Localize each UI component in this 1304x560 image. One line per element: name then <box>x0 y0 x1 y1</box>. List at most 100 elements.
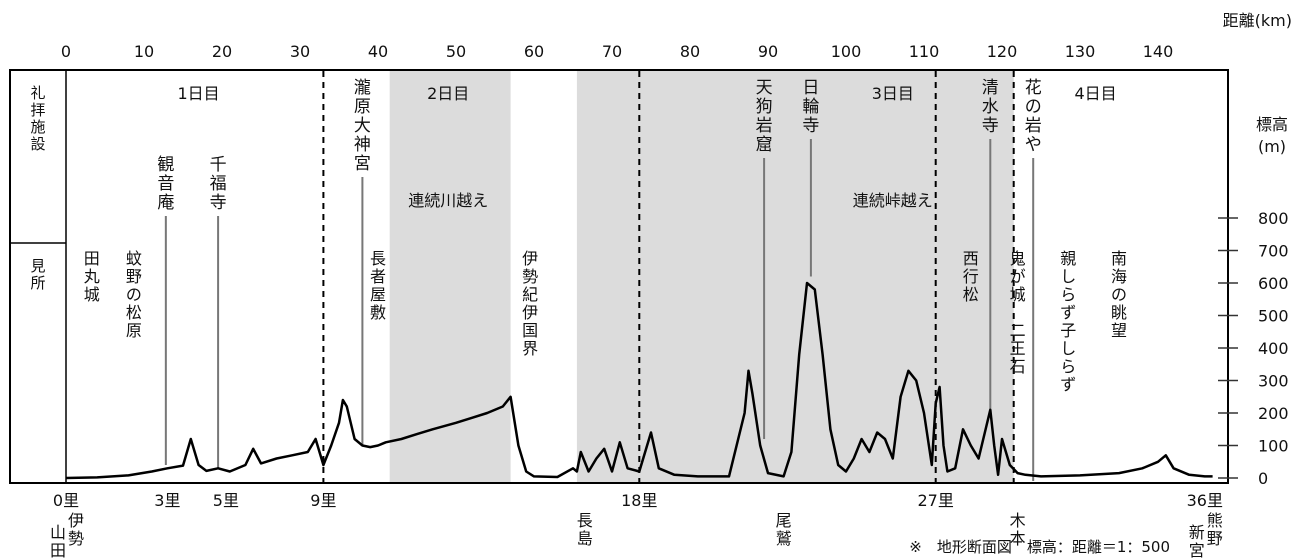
svg-text:ず: ず <box>1060 375 1076 394</box>
svg-text:鬼: 鬼 <box>1010 249 1026 268</box>
svg-text:観: 観 <box>157 155 174 175</box>
svg-text:石: 石 <box>1010 357 1026 376</box>
svg-text:が: が <box>1010 267 1026 286</box>
svg-text:田: 田 <box>50 541 66 560</box>
x-axis-title: 距離(km) <box>1223 11 1292 30</box>
svg-text:海: 海 <box>1111 267 1127 286</box>
svg-text:城: 城 <box>1010 285 1026 304</box>
y-tick-label: 200 <box>1258 404 1289 423</box>
waypoint-label: 9里 <box>310 491 336 510</box>
y-tick-label: 500 <box>1258 307 1289 326</box>
svg-text:鷲: 鷲 <box>776 529 792 548</box>
svg-text:千: 千 <box>210 155 227 175</box>
svg-text:し: し <box>1060 267 1076 286</box>
left-label-sights: 見所 <box>30 257 45 292</box>
svg-text:野: 野 <box>126 267 142 286</box>
svg-text:界: 界 <box>522 339 538 358</box>
svg-text:南: 南 <box>1111 249 1127 268</box>
svg-text:の: の <box>126 285 142 304</box>
svg-text:松: 松 <box>126 303 142 322</box>
facility-label: 千福寺 <box>210 155 227 213</box>
svg-text:岩: 岩 <box>756 116 773 136</box>
x-tick-label: 90 <box>758 42 778 61</box>
plot-frame <box>9 69 1229 484</box>
place-label: 長島 <box>577 511 593 548</box>
shaded-region-0 <box>389 71 511 482</box>
svg-text:熊: 熊 <box>1207 511 1223 530</box>
svg-text:設: 設 <box>30 135 45 153</box>
shaded-region-1 <box>576 71 1014 482</box>
facility-label: 清水寺 <box>982 78 999 136</box>
svg-text:狗: 狗 <box>756 97 773 117</box>
svg-text:屋: 屋 <box>370 285 386 304</box>
svg-text:松: 松 <box>963 285 979 304</box>
place-label: 山田 <box>50 523 66 560</box>
waypoint-label: 36里 <box>1187 491 1223 510</box>
y-tick-label: 300 <box>1258 372 1289 391</box>
x-tick-label: 0 <box>61 42 71 61</box>
svg-text:尾: 尾 <box>776 511 792 530</box>
svg-text:二: 二 <box>1010 321 1026 340</box>
svg-text:王: 王 <box>1010 339 1026 358</box>
svg-text:国: 国 <box>522 321 538 340</box>
x-tick-label: 70 <box>602 42 622 61</box>
facility-leader-lines <box>164 139 1035 481</box>
svg-text:拝: 拝 <box>30 101 45 119</box>
place-label: 熊野 <box>1207 511 1223 548</box>
svg-text:敷: 敷 <box>370 303 386 322</box>
day-label: 2日目 <box>427 84 469 103</box>
facility-label: 観音庵 <box>157 155 174 213</box>
waypoint-label: 27里 <box>918 491 954 510</box>
svg-text:山: 山 <box>50 523 66 542</box>
svg-text:や: や <box>1025 135 1042 155</box>
y-axis-unit: (m) <box>1258 137 1286 156</box>
svg-text:庵: 庵 <box>157 193 174 213</box>
x-tick-label: 80 <box>680 42 700 61</box>
place-label: 尾鷲 <box>776 511 792 548</box>
x-tick-label: 110 <box>909 42 940 61</box>
sight-label: 二王石 <box>1010 321 1026 376</box>
shaded-region-label: 連続川越え <box>408 191 488 210</box>
waypoint-label: 3里 <box>154 491 180 510</box>
svg-text:音: 音 <box>157 174 174 194</box>
svg-text:岩: 岩 <box>1025 116 1042 136</box>
svg-text:日: 日 <box>802 78 819 98</box>
svg-text:ら: ら <box>1060 285 1076 304</box>
day-label: 3日目 <box>872 84 914 103</box>
elevation-profile-line <box>65 281 1213 480</box>
x-tick-label: 30 <box>290 42 310 61</box>
x-tick-label: 50 <box>446 42 466 61</box>
svg-text:天: 天 <box>756 78 773 98</box>
svg-text:ら: ら <box>1060 357 1076 376</box>
svg-text:西: 西 <box>963 249 979 268</box>
y-tick-label: 600 <box>1258 274 1289 293</box>
place-label: 新宮 <box>1189 523 1205 560</box>
y-tick-label: 700 <box>1258 242 1289 261</box>
svg-text:勢: 勢 <box>522 267 538 286</box>
labels: 連続川越え 連続峠越え 0 10 20 30 40 50 60 70 80 90 100 110 120 13… <box>30 11 1292 560</box>
x-tick-label: 140 <box>1143 42 1174 61</box>
y-tick-label: 800 <box>1258 209 1289 228</box>
svg-text:寺: 寺 <box>210 193 227 213</box>
sight-label: 西行松 <box>963 249 979 304</box>
svg-text:長: 長 <box>370 249 386 268</box>
svg-text:寺: 寺 <box>802 116 819 136</box>
svg-text:神: 神 <box>354 135 371 155</box>
svg-text:長: 長 <box>577 511 593 530</box>
x-tick-label: 20 <box>212 42 232 61</box>
svg-text:木: 木 <box>1010 511 1026 530</box>
sight-label: 鬼が城 <box>1010 249 1026 304</box>
svg-text:蚊: 蚊 <box>126 249 142 268</box>
svg-text:本: 本 <box>1010 529 1026 548</box>
svg-text:ず: ず <box>1060 303 1076 322</box>
svg-text:勢: 勢 <box>68 529 84 548</box>
x-tick-label: 10 <box>134 42 154 61</box>
y-axis-title: 標高 <box>1256 115 1288 134</box>
svg-text:田: 田 <box>84 249 100 268</box>
